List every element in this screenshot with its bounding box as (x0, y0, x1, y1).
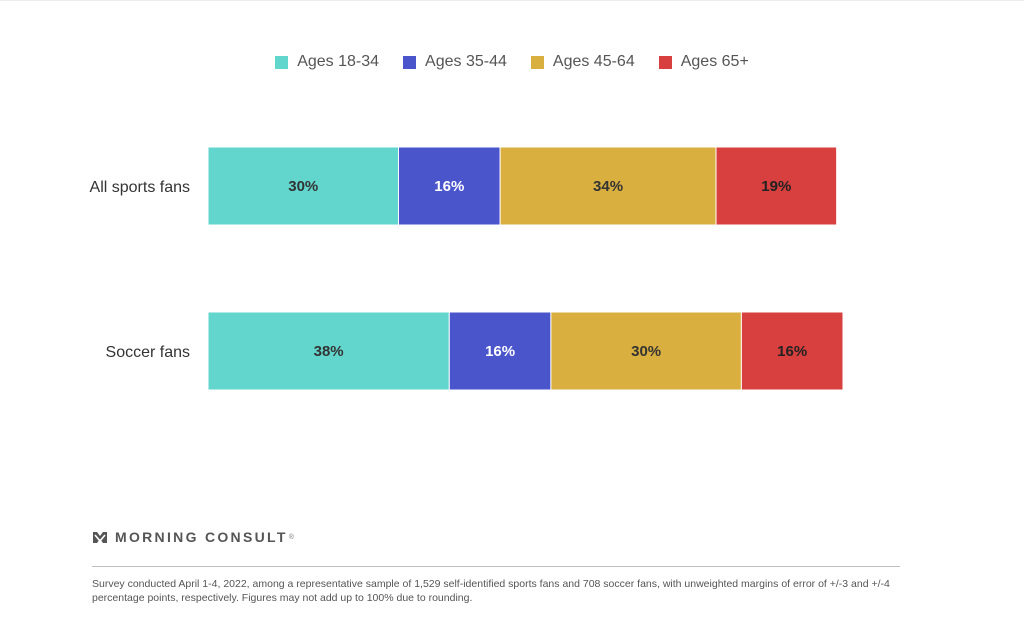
legend-swatch (658, 55, 672, 69)
legend-label: Ages 18-34 (297, 53, 380, 70)
legend-item: Ages 35-44 (403, 53, 507, 71)
legend-label: Ages 35-44 (425, 53, 507, 70)
footer-divider (92, 566, 900, 567)
legend-label: Ages 45-64 (552, 53, 635, 70)
bar-segment (715, 146, 838, 226)
bar-value-label: 16% (434, 178, 464, 195)
bar-value-label: 30% (288, 178, 318, 195)
category-label: Soccer fans (106, 344, 190, 361)
legend-item: Ages 65+ (658, 53, 749, 71)
bar-segment (550, 311, 742, 391)
bar-segment (499, 146, 717, 226)
brand-logo: MORNING CONSULT ® (92, 529, 294, 545)
footnote: Survey conducted April 1-4, 2022, among … (92, 578, 890, 604)
legend-item: Ages 45-64 (530, 53, 635, 71)
category-label: All sports fans (90, 179, 190, 196)
bar-value-label: 30% (631, 343, 661, 360)
bar-value-label: 19% (761, 178, 791, 195)
bar-segment (207, 146, 399, 226)
top-divider (0, 0, 1024, 1)
bar-segment (398, 146, 501, 226)
chart-legend: Ages 18-34 Ages 35-44 Ages 45-64 Ages 65+ (0, 53, 1024, 71)
brand-registered-mark: ® (288, 533, 294, 541)
bar-value-label: 16% (485, 343, 515, 360)
legend-item: Ages 18-34 (275, 53, 379, 71)
bar-value-label: 34% (593, 178, 623, 195)
legend-swatch (530, 55, 544, 69)
bar-value-label: 38% (314, 343, 344, 360)
bar-value-label: 16% (777, 343, 807, 360)
legend-swatch (275, 55, 289, 69)
legend-swatch (403, 55, 417, 69)
legend-label: Ages 65+ (680, 53, 749, 70)
bar-segment (740, 311, 844, 391)
stacked-bar-chart: All sports fans 30% 16% 34% 19% Soccer fans 38… (90, 146, 844, 391)
brand-name: MORNING CONSULT (115, 529, 288, 545)
morning-consult-logo-icon (93, 532, 107, 543)
bar-segment (207, 311, 450, 391)
